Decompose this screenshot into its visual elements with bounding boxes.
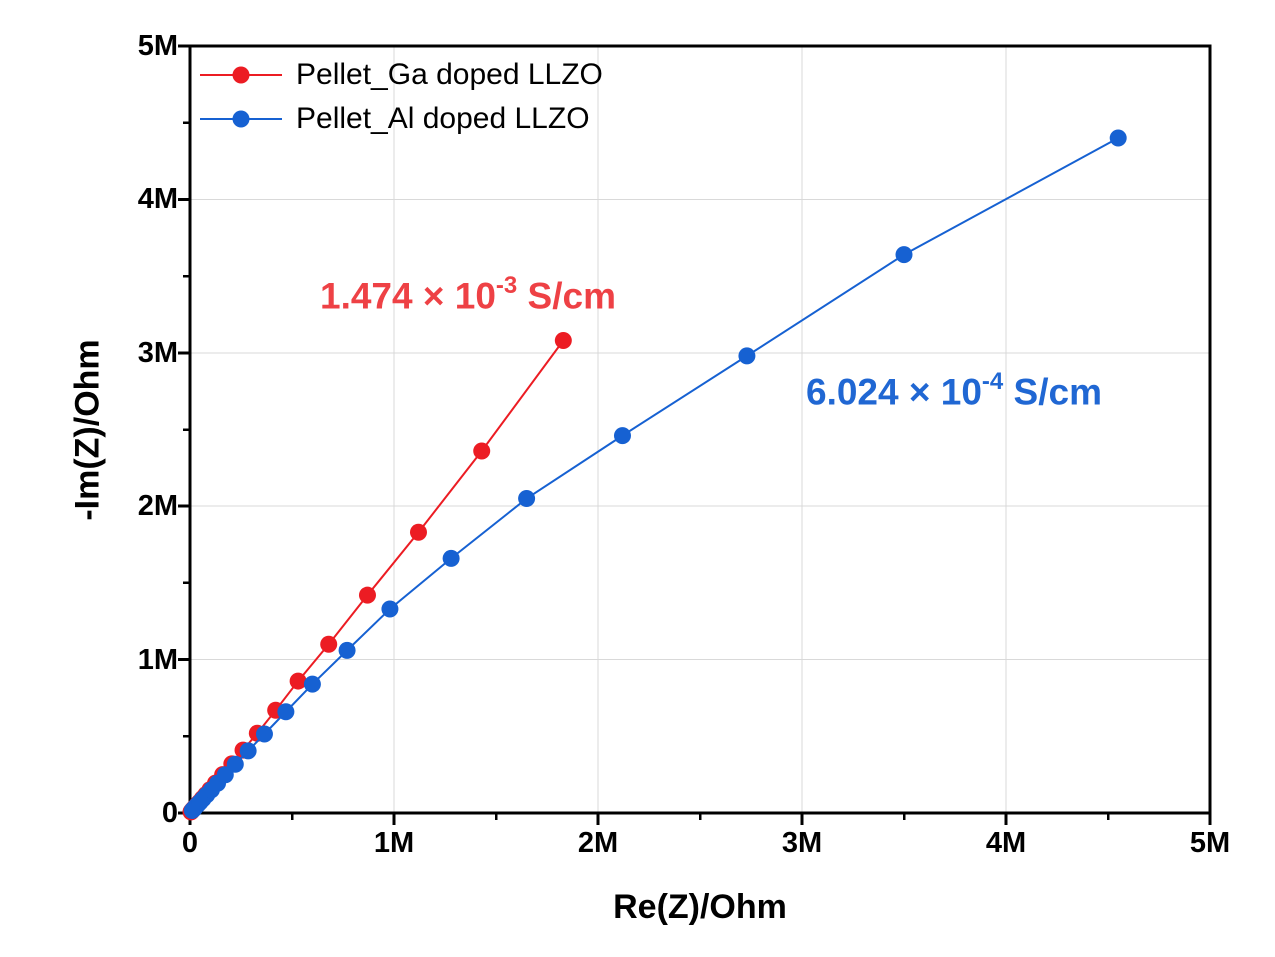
legend-item-al-doped: Pellet_Al doped LLZO <box>198 97 603 141</box>
data-point-al <box>216 766 234 784</box>
data-point-al <box>303 675 321 693</box>
legend-item-ga-doped: Pellet_Ga doped LLZO <box>198 53 603 97</box>
conductivity-annotation-ga: 1.474 × 10-3 S/cm <box>320 266 616 318</box>
data-point-ga <box>320 635 338 653</box>
data-point-al <box>518 490 536 508</box>
conductivity-annotation-al: 6.024 × 10-4 S/cm <box>806 362 1102 414</box>
data-point-ga <box>289 672 307 690</box>
annotation-exponent: -4 <box>981 368 1004 395</box>
y-tick-label: 4M <box>137 183 178 216</box>
data-point-al <box>895 246 913 264</box>
x-tick-label: 3M <box>781 827 823 859</box>
y-tick-label: 0 <box>161 797 178 829</box>
annotation-value: 1.474 × 10 <box>320 275 496 317</box>
y-tick-label: 5M <box>137 30 178 62</box>
y-tick-label: 2M <box>137 490 178 523</box>
plot-frame <box>188 44 1212 815</box>
data-point-al <box>1109 129 1127 147</box>
annotation-exponent: -3 <box>495 272 518 299</box>
data-point-al <box>338 641 356 659</box>
x-axis-title: Re(Z)/Ohm <box>613 888 787 926</box>
x-tick-label: 1M <box>373 827 415 859</box>
data-point-al <box>239 742 257 760</box>
data-point-ga <box>409 523 427 541</box>
data-point-al <box>442 549 460 567</box>
data-point-al <box>277 703 295 721</box>
y-tick-label: 3M <box>137 336 178 369</box>
data-point-al <box>381 600 399 618</box>
data-point-ga <box>358 586 376 604</box>
x-tick-label: 4M <box>985 827 1027 859</box>
legend: Pellet_Ga doped LLZO Pellet_Al doped LLZ… <box>198 53 603 141</box>
legend-label-ga-doped: Pellet_Ga doped LLZO <box>296 58 603 91</box>
x-tick-label: 2M <box>577 827 619 859</box>
x-tick-label: 5M <box>1189 827 1231 859</box>
data-point-al <box>226 755 244 773</box>
x-tick-label: 0 <box>181 827 199 859</box>
annotation-value: 6.024 × 10 <box>806 371 982 413</box>
y-axis-title: -Im(Z)/Ohm <box>68 339 107 521</box>
legend-line-marker-icon <box>200 66 282 84</box>
data-point-ga <box>554 332 572 350</box>
data-point-al <box>613 427 631 445</box>
annotation-unit: S/cm <box>1003 371 1102 413</box>
y-tick-label: 1M <box>137 643 178 676</box>
annotation-unit: S/cm <box>517 275 616 317</box>
series-line-ga <box>190 339 565 813</box>
legend-label-al-doped: Pellet_Al doped LLZO <box>296 102 590 135</box>
series-line-al <box>191 137 1119 812</box>
data-point-al <box>738 347 756 365</box>
data-point-ga <box>473 442 491 460</box>
data-point-al <box>255 725 273 743</box>
legend-line-marker-icon <box>200 110 282 128</box>
